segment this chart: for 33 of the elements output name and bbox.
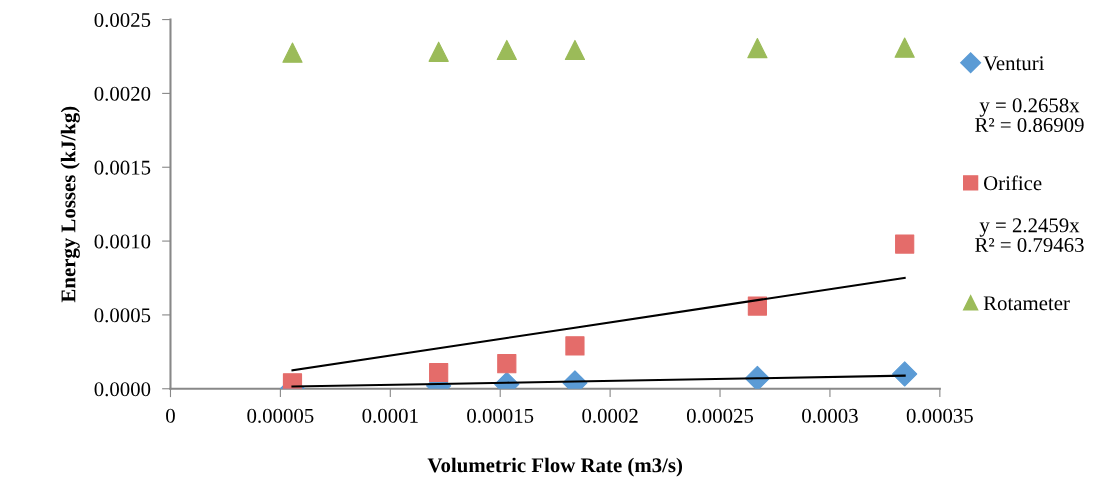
legend-label: Orifice [984,175,1042,191]
x-tick-label: 0.00015 [467,408,534,423]
x-tick-label: 0.00025 [686,408,754,423]
x-tick-label: 0.00005 [247,408,314,423]
text: y = 0.2658x R² = 0.86909 [975,98,1084,133]
point [894,37,915,58]
point [895,234,915,254]
y-tick-label: 0.0000 [94,382,151,397]
y-tick-label: 0.0015 [94,160,151,175]
text: y = 2.2459x R² = 0.79463 [975,218,1084,253]
y-tick-label: 0.0005 [94,308,151,323]
point [565,336,585,356]
point [564,39,586,61]
y-tick-label: 0.0010 [94,234,151,249]
point [282,42,303,63]
x-tick-label: 0.0002 [582,408,638,423]
y-axis-title: Energy Losses (kJ/kg) [60,106,80,303]
point [497,354,517,374]
line-series [291,276,906,372]
x-axis-title: Volumetric Flow Rate (m3/s) [427,457,683,477]
x-tick-label: 0 [166,408,175,423]
point [428,41,449,62]
x-tick-label: 0.0003 [802,408,858,423]
y-tick-label: 0.0025 [94,12,151,28]
point [747,37,768,59]
x-tick-label: 0.0001 [362,408,418,423]
point [429,362,449,383]
legend-label: Rotameter [983,296,1070,311]
point [496,39,517,61]
point [892,361,918,387]
legend-label: Venturi [983,56,1045,71]
y-tick-label: 0.0020 [94,86,151,101]
x-tick-label: 0.00035 [906,408,973,423]
